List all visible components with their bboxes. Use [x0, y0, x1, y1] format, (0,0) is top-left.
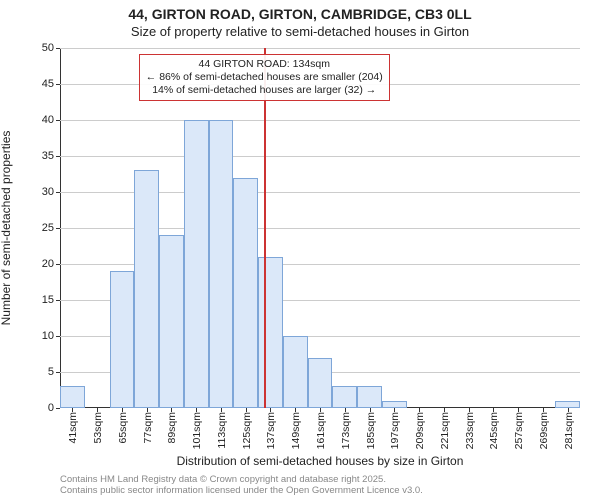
histogram-bar	[110, 271, 135, 408]
y-tick-label: 35	[42, 150, 54, 162]
histogram-bar	[184, 120, 209, 408]
y-tick-label: 30	[42, 186, 54, 198]
y-tick-mark	[56, 264, 60, 265]
y-tick-label: 10	[42, 330, 54, 342]
histogram-bar	[283, 336, 308, 408]
x-tick-label: 149sqm	[290, 412, 302, 449]
x-tick-label: 185sqm	[365, 412, 377, 449]
x-tick-label: 113sqm	[216, 412, 228, 449]
y-axis-label: Number of semi-detached properties	[0, 131, 13, 326]
y-tick-label: 25	[42, 222, 54, 234]
annotation-line: 14% of semi-detached houses are larger (…	[146, 84, 383, 97]
annotation-line: ← 86% of semi-detached houses are smalle…	[146, 71, 383, 84]
credits-line-2: Contains public sector information licen…	[60, 485, 423, 496]
x-tick-label: 53sqm	[92, 412, 104, 444]
histogram-bar	[159, 235, 184, 408]
x-tick-label: 245sqm	[488, 412, 500, 449]
histogram-bar	[258, 257, 283, 408]
page-subtitle: Size of property relative to semi-detach…	[0, 24, 600, 39]
x-tick-label: 221sqm	[439, 412, 451, 449]
y-tick-label: 45	[42, 78, 54, 90]
histogram-bar	[233, 178, 258, 408]
y-tick-mark	[56, 228, 60, 229]
y-tick-label: 20	[42, 258, 54, 270]
x-tick-label: 101sqm	[191, 412, 203, 449]
histogram-bar	[209, 120, 234, 408]
y-tick-label: 5	[48, 366, 54, 378]
credits-line-1: Contains HM Land Registry data © Crown c…	[60, 474, 423, 485]
x-tick-label: 77sqm	[142, 412, 154, 444]
x-tick-label: 137sqm	[265, 412, 277, 449]
histogram-bar	[308, 358, 333, 408]
x-tick-label: 197sqm	[389, 412, 401, 449]
y-tick-mark	[56, 300, 60, 301]
y-tick-mark	[56, 120, 60, 121]
y-tick-mark	[56, 156, 60, 157]
histogram-bar	[357, 386, 382, 408]
page-title: 44, GIRTON ROAD, GIRTON, CAMBRIDGE, CB3 …	[0, 6, 600, 22]
x-tick-label: 65sqm	[117, 412, 129, 444]
y-tick-mark	[56, 336, 60, 337]
y-tick-mark	[56, 48, 60, 49]
y-tick-label: 50	[42, 42, 54, 54]
x-tick-label: 173sqm	[340, 412, 352, 449]
y-tick-mark	[56, 84, 60, 85]
gridline	[60, 156, 580, 157]
x-tick-label: 269sqm	[538, 412, 550, 449]
x-tick-label: 161sqm	[315, 412, 327, 449]
annotation-line: 44 GIRTON ROAD: 134sqm	[146, 58, 383, 71]
gridline	[60, 48, 580, 49]
x-tick-label: 257sqm	[513, 412, 525, 449]
y-tick-label: 15	[42, 294, 54, 306]
x-tick-label: 125sqm	[241, 412, 253, 449]
y-tick-mark	[56, 408, 60, 409]
gridline	[60, 120, 580, 121]
y-tick-label: 40	[42, 114, 54, 126]
x-tick-label: 41sqm	[67, 412, 79, 444]
histogram-bar	[332, 386, 357, 408]
x-tick-label: 233sqm	[464, 412, 476, 449]
x-tick-label: 281sqm	[563, 412, 575, 449]
x-tick-label: 209sqm	[414, 412, 426, 449]
reference-line	[264, 48, 266, 408]
credits-text: Contains HM Land Registry data © Crown c…	[60, 474, 423, 497]
histogram-bar	[382, 401, 407, 408]
y-tick-label: 0	[48, 402, 54, 414]
histogram-bar	[134, 170, 159, 408]
x-tick-label: 89sqm	[166, 412, 178, 444]
x-axis-label: Distribution of semi-detached houses by …	[60, 454, 580, 468]
histogram-bar	[60, 386, 85, 408]
y-tick-mark	[56, 192, 60, 193]
histogram-plot: 0510152025303540455041sqm53sqm65sqm77sqm…	[60, 48, 580, 408]
annotation-box: 44 GIRTON ROAD: 134sqm← 86% of semi-deta…	[139, 54, 390, 101]
y-tick-mark	[56, 372, 60, 373]
histogram-bar	[555, 401, 580, 408]
